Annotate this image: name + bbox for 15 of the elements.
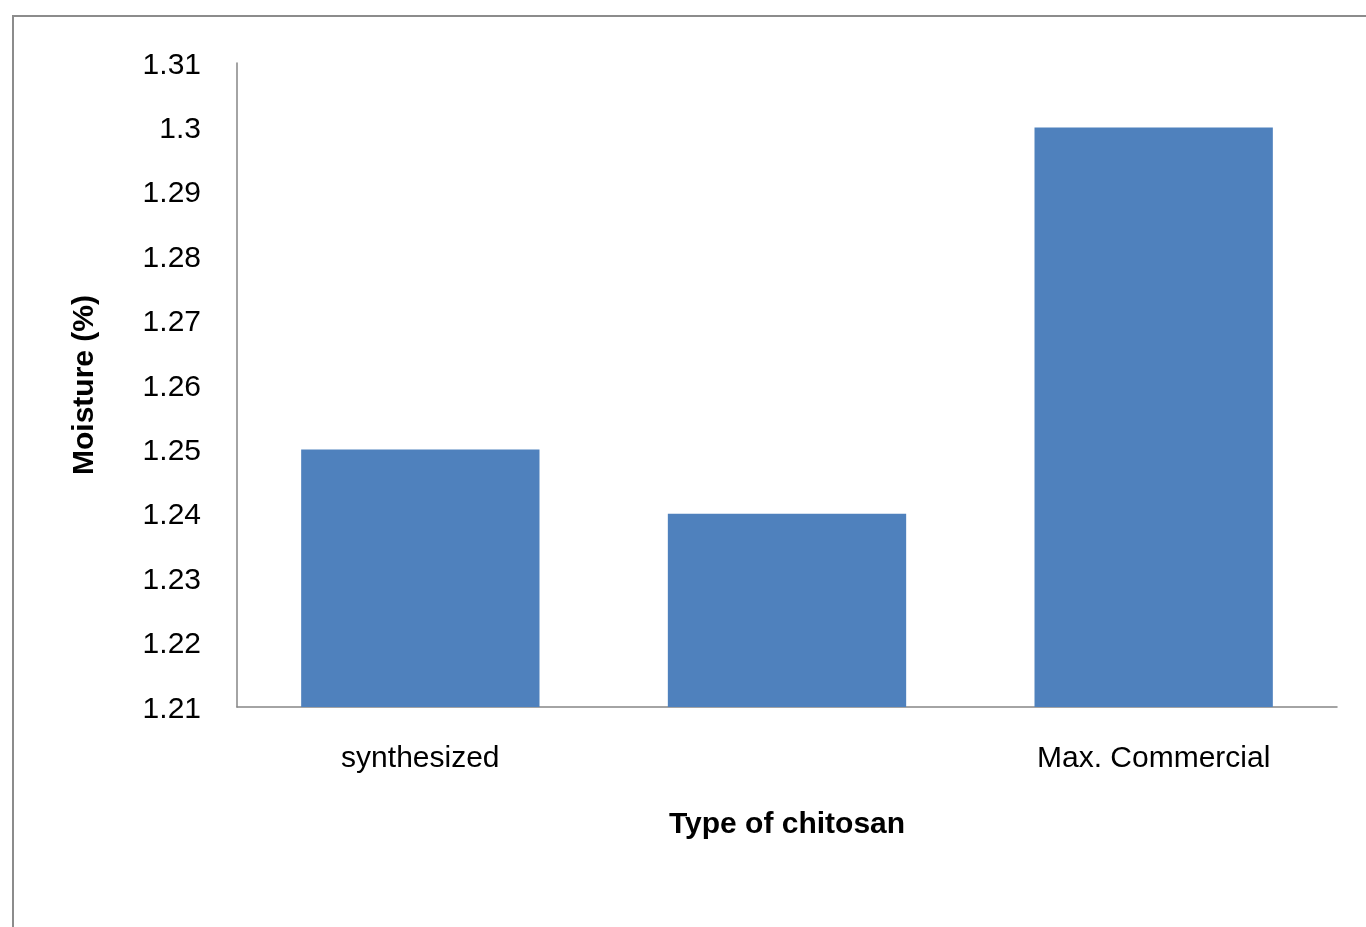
x-tick-label: synthesized (341, 739, 500, 773)
y-tick-label: 1.22 (142, 626, 201, 660)
y-tick-label: 1.26 (142, 368, 201, 402)
y-tick-label: 1.3 (159, 110, 201, 144)
y-axis-title: Moisture (%) (65, 295, 99, 475)
y-tick-label: 1.29 (142, 175, 201, 209)
y-tick-label: 1.21 (142, 690, 201, 724)
y-tick-label: 1.23 (142, 561, 201, 595)
x-tick-label: Max. Commercial (1036, 739, 1271, 773)
y-tick-label: 1.27 (142, 304, 201, 338)
y-tick-label: 1.28 (142, 239, 201, 273)
y-tick-label: 1.25 (142, 432, 201, 466)
x-axis-title: Type of chitosan (668, 805, 906, 839)
y-tick-label: 1.31 (142, 46, 201, 80)
y-tick-label: 1.24 (142, 497, 201, 531)
